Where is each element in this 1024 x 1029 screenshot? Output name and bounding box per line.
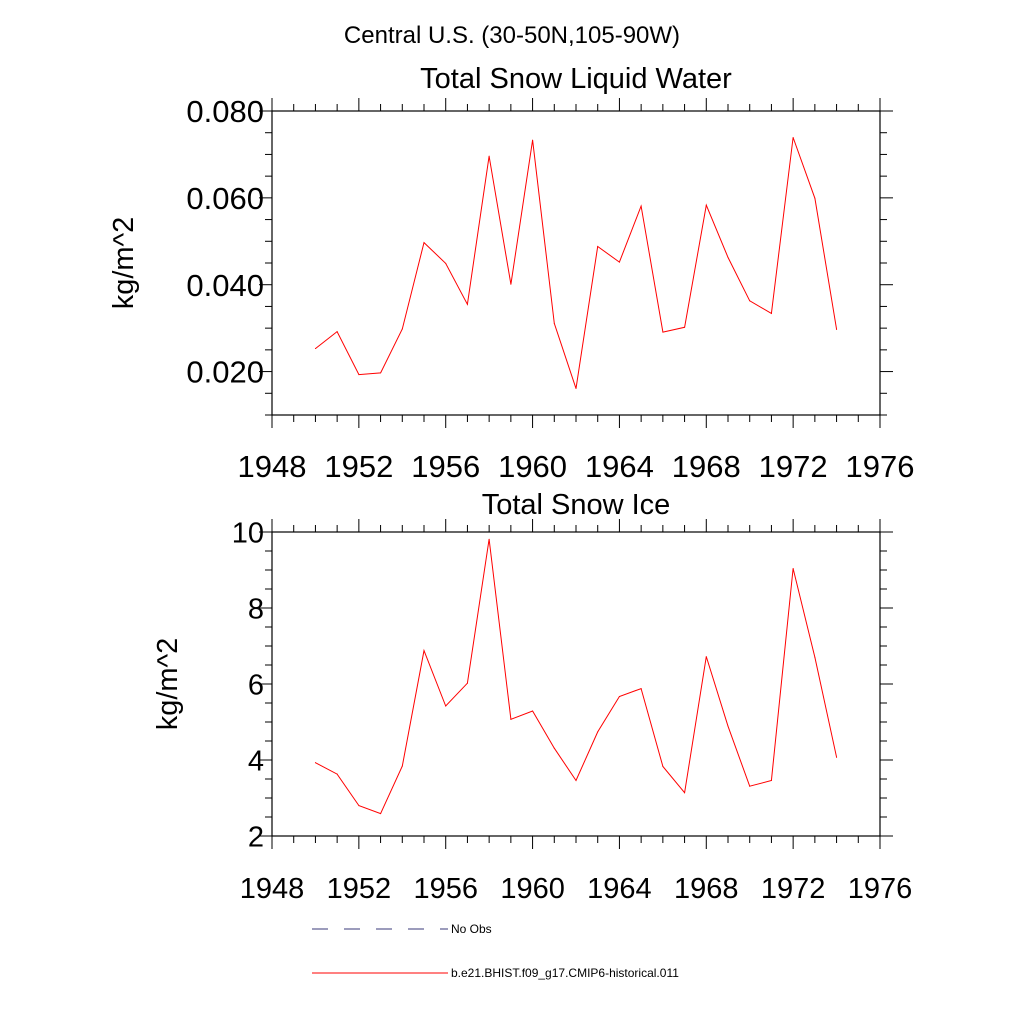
x-tick-label: 1956: [413, 873, 478, 905]
data-point: [684, 326, 686, 328]
data-point: [727, 725, 729, 727]
data-point: [640, 205, 642, 207]
x-tick-label: 1960: [500, 873, 565, 905]
x-tick-label: 1968: [674, 873, 739, 905]
series-line: [315, 137, 838, 389]
y-tick-label: 4: [248, 745, 264, 777]
y-tick-label: 0.080: [186, 94, 264, 129]
y-tick-label: 2: [248, 821, 264, 853]
data-point: [510, 283, 512, 285]
y-axis-label: kg/m^2: [152, 638, 184, 731]
data-point: [488, 155, 490, 157]
x-tick-label: 1964: [587, 873, 652, 905]
chart-panels: Total Snow Liquid Water kg/m^2 1948 1952 195…: [108, 63, 914, 905]
data-point: [358, 374, 360, 376]
chart-title: Total Snow Ice: [482, 489, 671, 521]
data-point: [380, 372, 382, 374]
legend-label: b.e21.BHIST.f09_g17.CMIP6-historical.011: [451, 966, 679, 980]
x-tick-label: 1964: [585, 449, 654, 484]
y-tick-label: 8: [248, 593, 264, 625]
data-point: [532, 139, 534, 141]
data-point: [618, 261, 620, 263]
data-point: [336, 331, 338, 333]
data-point: [466, 682, 468, 684]
data-point: [705, 656, 707, 658]
data-point: [836, 756, 838, 758]
data-point: [727, 256, 729, 258]
data-point: [466, 303, 468, 305]
series-line: [315, 539, 838, 815]
data-point: [814, 656, 816, 658]
x-tick-label: 1976: [846, 449, 915, 484]
data-point: [770, 312, 772, 314]
legend: No Obs b.e21.BHIST.f09_g17.CMIP6-historic…: [312, 922, 679, 980]
data-point: [792, 136, 794, 138]
data-point: [575, 388, 577, 390]
data-point: [575, 780, 577, 782]
legend-label: No Obs: [451, 922, 492, 936]
data-point: [662, 765, 664, 767]
plot-frame: [271, 110, 881, 416]
data-point: [336, 773, 338, 775]
data-point: [553, 322, 555, 324]
data-point: [770, 780, 772, 782]
data-point: [423, 650, 425, 652]
x-tick-label: 1960: [498, 449, 567, 484]
data-point: [401, 328, 403, 330]
data-point: [792, 567, 794, 569]
data-point: [423, 242, 425, 244]
data-point: [401, 765, 403, 767]
plot-frame: [271, 531, 881, 837]
data-point: [488, 538, 490, 540]
data-point: [358, 805, 360, 807]
data-point: [553, 747, 555, 749]
y-tick-label: 6: [248, 669, 264, 701]
y-tick-label: 0.060: [186, 181, 264, 216]
x-tick-label: 1952: [327, 873, 392, 905]
data-point: [814, 197, 816, 199]
x-tick-label: 1956: [411, 449, 480, 484]
data-point: [749, 785, 751, 787]
figure-suptitle: Central U.S. (30-50N,105-90W): [344, 22, 680, 49]
data-point: [532, 710, 534, 712]
data-point: [749, 300, 751, 302]
data-point: [314, 348, 316, 350]
data-point: [836, 328, 838, 330]
data-point: [314, 762, 316, 764]
data-point: [684, 792, 686, 794]
data-point: [640, 688, 642, 690]
x-tick-label: 1972: [761, 873, 826, 905]
data-point: [445, 705, 447, 707]
chart-panel-1: Total Snow Liquid Water kg/m^2 1948 1952 195…: [108, 63, 914, 484]
x-tick-label: 1948: [240, 873, 305, 905]
x-tick-label: 1968: [672, 449, 741, 484]
x-tick-label: 1976: [848, 873, 913, 905]
y-tick-label: 0.020: [186, 355, 264, 390]
data-point: [662, 331, 664, 333]
x-tick-label: 1948: [238, 449, 307, 484]
data-point: [597, 245, 599, 247]
y-tick-label: 0.040: [186, 268, 264, 303]
data-point: [380, 813, 382, 815]
chart-panel-2: Total Snow Ice kg/m^2 1948 1952 1956 1960 1964…: [152, 489, 912, 905]
data-point: [445, 262, 447, 264]
x-tick-label: 1972: [759, 449, 828, 484]
data-point: [597, 731, 599, 733]
data-point: [510, 718, 512, 720]
data-point: [618, 696, 620, 698]
chart-title: Total Snow Liquid Water: [420, 63, 732, 95]
data-point: [705, 204, 707, 206]
x-tick-label: 1952: [324, 449, 393, 484]
y-tick-label: 10: [232, 517, 264, 549]
y-axis-label: kg/m^2: [108, 217, 140, 310]
